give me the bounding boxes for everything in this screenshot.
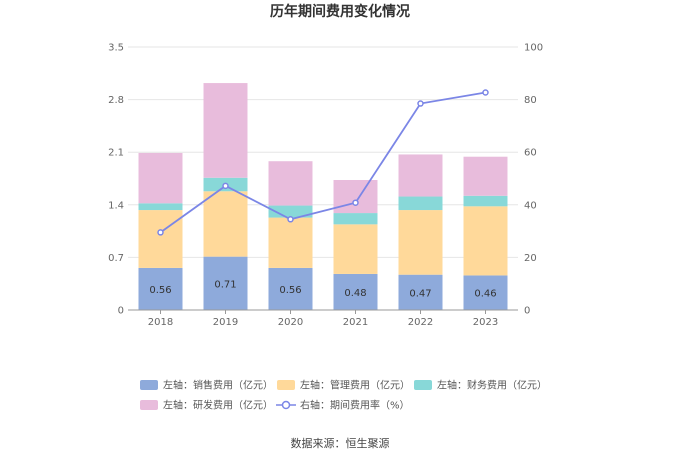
bar-segment-2 [138,210,183,268]
bar-segment-4 [333,180,378,214]
bar-data-label: 0.71 [214,279,236,290]
source-note: 数据来源：恒生聚源 [291,436,390,450]
y-right-tick-label: 20 [524,253,537,264]
expense-ratio-point [222,182,229,190]
legend-swatch [140,400,158,410]
bar-data-label: 0.48 [344,288,366,299]
bar-segment-4 [398,154,443,197]
bar-segment-1 [268,267,313,310]
grid-layer [128,46,518,258]
y-right-tick-label: 0 [524,306,530,317]
legend-item[interactable]: 左轴：研发费用（亿元） [140,399,273,412]
bar-segment-1 [398,274,443,310]
legend-item[interactable]: 右轴：期间费用率（%） [276,399,410,412]
expense-ratio-point [287,216,294,223]
y-left-tick-label: 2.1 [108,148,124,159]
bar-segment-4 [203,83,248,178]
chart-title: 历年期间费用变化情况 [270,3,410,20]
legend: 左轴：销售费用（亿元） 左轴：管理费用（亿元） 左轴：财务费用（亿元） 左轴：研发费用… [140,379,547,412]
bar-segment-2 [203,191,248,257]
bar-data-label: 0.56 [149,285,171,296]
bar-segment-2 [333,224,378,274]
bar-segment-2 [398,210,443,275]
bar-segment-1 [333,273,378,310]
x-tick-label: 2020 [278,317,303,328]
legend-swatch [140,380,158,390]
expense-ratio-point [157,229,164,236]
bar-data-label: 0.46 [474,289,496,300]
expense-ratio-point [352,199,359,206]
y-left-tick-label: 1.4 [108,200,124,211]
y-right-tick-label: 80 [524,95,537,106]
bar-segment-3 [138,203,183,211]
bar-data-label: 0.47 [409,288,431,299]
expense-ratio-point [482,89,489,96]
y-left-tick-label: 0 [118,306,124,317]
legend-marker [281,400,291,410]
legend-label: 左轴：财务费用（亿元） [437,379,547,392]
legend-swatch [277,380,295,390]
bar-segment-3 [398,196,443,211]
line-layer [157,89,489,236]
y-right-tick-label: 100 [524,43,543,54]
bars-layer: 0.56 0.71 0.56 0.48 0.47 0.46 [138,83,508,310]
expense-ratio-line [159,91,486,234]
bar-segment-4 [268,161,313,206]
axis-layer: 0 0.7 1.4 2.1 2.8 3.5 0 20 40 60 80 100 2018 2019 2020… [108,43,543,329]
bar-segment-1 [463,275,508,310]
legend-item[interactable]: 左轴：销售费用（亿元） [140,379,273,392]
x-tick-label: 2022 [408,317,433,328]
legend-item[interactable]: 左轴：管理费用（亿元） [277,379,410,392]
y-left-tick-label: 0.7 [108,253,124,264]
bar-segment-2 [268,217,313,268]
y-right-tick-label: 60 [524,148,537,159]
y-left-tick-label: 2.8 [108,95,124,106]
x-tick-label: 2019 [213,317,238,328]
x-tick-label: 2021 [343,317,368,328]
legend-label: 右轴：期间费用率（%） [300,399,410,412]
expense-ratio-point [417,100,424,107]
bar-segment-1 [203,256,248,310]
x-tick-label: 2023 [473,317,498,328]
bar-segment-3 [333,213,378,225]
bar-data-label: 0.56 [279,285,301,296]
legend-label: 左轴：销售费用（亿元） [163,379,273,392]
bar-segment-4 [463,156,508,196]
y-left-tick-label: 3.5 [108,43,124,54]
legend-label: 左轴：管理费用（亿元） [300,379,410,392]
bar-segment-3 [463,195,508,207]
bar-segment-1 [138,267,183,310]
x-tick-label: 2018 [148,317,173,328]
bar-segment-2 [463,206,508,276]
legend-label: 左轴：研发费用（亿元） [163,399,273,412]
legend-item[interactable]: 左轴：财务费用（亿元） [414,379,547,392]
legend-swatch [414,380,432,390]
y-right-tick-label: 40 [524,200,537,211]
bar-segment-4 [138,152,183,204]
